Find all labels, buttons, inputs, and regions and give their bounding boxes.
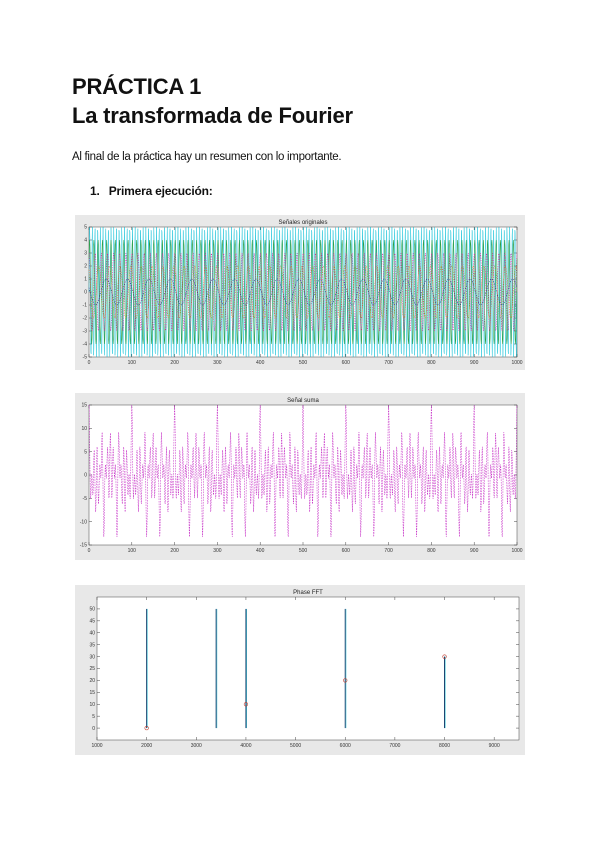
chart-title: Señales originales	[278, 220, 327, 226]
y-tick-label: -5	[83, 355, 88, 361]
y-tick-label: 3	[84, 251, 87, 257]
title-line-1: PRÁCTICA 1	[72, 74, 202, 99]
x-tick-label: 200	[170, 360, 179, 366]
x-tick-label: 7000	[389, 743, 400, 749]
y-tick-label: 15	[89, 690, 95, 696]
plot-area	[96, 596, 520, 741]
section-number: 1.	[90, 184, 100, 198]
x-tick-label: 6000	[340, 743, 351, 749]
y-tick-label: 1	[84, 277, 87, 283]
title-line-2: La transformada de Fourier	[72, 103, 353, 128]
y-tick-label: 4	[84, 238, 87, 244]
section-title: Primera ejecución:	[108, 184, 213, 198]
x-tick-label: 700	[384, 548, 393, 554]
x-tick-label: 400	[256, 360, 265, 366]
x-tick-label: 9000	[489, 743, 500, 749]
chart-phase-fft: Phase FFT 1000 2000 3000 4000 5000 6000 7000 800…	[89, 590, 520, 749]
y-tick-label: 5	[84, 225, 87, 231]
y-tick-label: 0	[84, 473, 87, 479]
x-tick-label: 4000	[240, 743, 251, 749]
x-tick-label: 8000	[439, 743, 450, 749]
y-tick-label: 10	[89, 702, 95, 708]
x-tick-label: 0	[88, 548, 91, 554]
x-tick-label: 300	[213, 360, 222, 366]
x-tick-label: 3000	[191, 743, 202, 749]
y-tick-label: 2	[84, 264, 87, 270]
y-tick-label: -3	[83, 329, 88, 335]
x-tick-label: 700	[384, 360, 393, 366]
x-tick-label: 1000	[511, 360, 522, 366]
phase-marker	[144, 725, 149, 731]
x-tick-label: 100	[128, 548, 137, 554]
y-tick-label: 5	[84, 449, 87, 455]
figure-phase-fft: Phase FFT 1000 2000 3000 4000 5000 6000 7000 800…	[75, 585, 525, 755]
x-tick-label: 500	[299, 548, 308, 554]
y-tick-label: 40	[89, 630, 95, 636]
x-tick-label: 800	[427, 360, 436, 366]
x-tick-label: 800	[427, 548, 436, 554]
chart-title: Phase FFT	[293, 590, 323, 596]
figure-original-signals: Señales originales 0 100 200 300 400 500 600 700…	[75, 215, 525, 370]
y-tick-label: 35	[89, 642, 95, 648]
chart-title: Señal suma	[287, 398, 319, 404]
series-line	[88, 227, 518, 357]
figure-sum-signal: Señal suma 0 100 200 300 400 500 600 700 800 900 10…	[75, 393, 525, 560]
y-tick-label: -15	[80, 543, 87, 549]
series-line	[88, 240, 518, 344]
x-tick-label: 600	[342, 360, 351, 366]
x-tick-label: 900	[470, 360, 479, 366]
y-tick-label: 45	[89, 619, 95, 625]
y-tick-label: 50	[89, 607, 95, 613]
y-tick-label: 30	[89, 654, 95, 660]
x-tick-label: 2000	[141, 743, 152, 749]
y-tick-label: -10	[80, 519, 87, 525]
x-tick-label: 600	[342, 548, 351, 554]
y-tick-label: 0	[92, 726, 95, 732]
y-tick-label: 0	[84, 290, 87, 296]
phase-marker	[343, 678, 348, 683]
series-line	[88, 252, 518, 332]
x-tick-label: 1000	[91, 743, 102, 749]
phase-marker	[243, 702, 249, 707]
intro-paragraph: Al final de la práctica hay un resumen c…	[72, 151, 342, 163]
page-title: PRÁCTICA 1 La transformada de Fourier	[72, 72, 353, 130]
y-tick-label: -1	[83, 303, 88, 309]
phase-marker	[442, 654, 447, 659]
x-tick-label: 200	[170, 548, 179, 554]
series-line	[88, 278, 518, 306]
x-tick-label: 900	[470, 548, 479, 554]
y-tick-label: -2	[83, 316, 88, 322]
series-line	[88, 404, 518, 537]
y-tick-label: 10	[81, 426, 87, 432]
x-tick-label: 100	[128, 360, 137, 366]
y-tick-label: 20	[89, 678, 95, 684]
y-tick-label: 25	[89, 666, 95, 672]
plot-area	[88, 404, 518, 546]
x-tick-label: 400	[256, 548, 265, 554]
x-tick-label: 500	[299, 360, 308, 366]
section-heading: 1. Primera ejecución:	[90, 184, 213, 198]
x-tick-label: 300	[213, 548, 222, 554]
y-tick-label: 15	[81, 403, 87, 409]
x-tick-label: 1000	[511, 548, 522, 554]
chart-original-signals: Señales originales 0 100 200 300 400 500 600 700…	[83, 220, 523, 366]
series-line	[88, 265, 518, 319]
x-tick-label: 0	[88, 360, 91, 366]
y-tick-label: -5	[83, 496, 88, 502]
y-tick-label: 5	[92, 714, 95, 720]
y-tick-label: -4	[83, 342, 88, 348]
x-tick-label: 5000	[290, 743, 301, 749]
